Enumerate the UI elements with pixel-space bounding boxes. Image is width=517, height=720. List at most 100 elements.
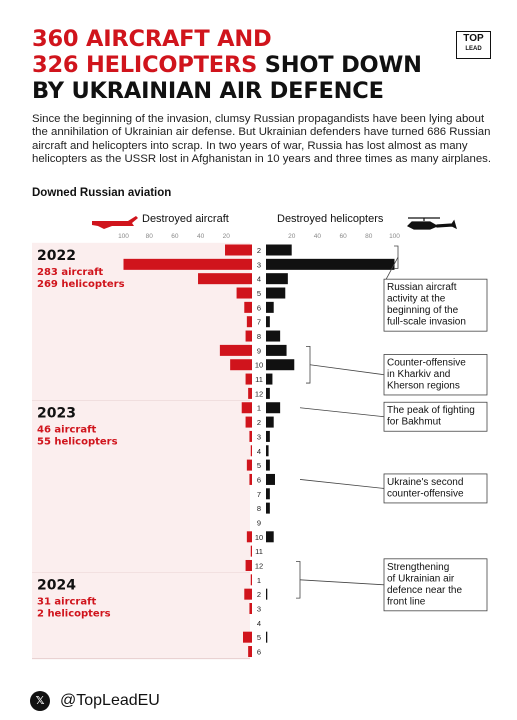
annotation-text: Kherson regions: [387, 380, 460, 391]
aircraft-bar: [244, 301, 252, 313]
aircraft-bar: [225, 244, 252, 256]
annotation-leader: [309, 364, 385, 376]
month-label: 9: [257, 346, 261, 355]
month-label: 3: [257, 432, 261, 441]
month-label: 11: [255, 375, 263, 384]
headline-red-2: 326 HELICOPTERS: [32, 52, 258, 78]
year-aircraft-total: 31 aircraft: [37, 597, 96, 608]
right-tick-label: 40: [314, 233, 322, 240]
headline-red-1: 360 AIRCRAFT AND: [32, 26, 272, 52]
month-label: 7: [257, 490, 261, 499]
helicopter-bar: [266, 244, 292, 256]
x-icon[interactable]: 𝕏: [30, 691, 50, 711]
annotation-box: [383, 401, 488, 432]
month-label: 5: [257, 289, 261, 298]
month-label: 6: [257, 303, 261, 312]
helicopter-bar: [266, 502, 270, 514]
helicopter-icon: [406, 217, 457, 230]
annotation-text: of Ukrainian air: [387, 573, 455, 584]
aircraft-bar: [123, 258, 252, 270]
month-label: 6: [257, 648, 261, 657]
annotation-leader: [299, 579, 385, 586]
aircraft-bar: [250, 574, 252, 586]
annotation-bracket: [296, 561, 301, 599]
helicopter-bar: [266, 416, 274, 428]
aircraft-bar: [236, 287, 252, 299]
month-label: 8: [257, 332, 261, 341]
helicopter-bar: [266, 273, 288, 285]
annotation-leader: [299, 407, 385, 418]
annotation-box: [383, 473, 488, 504]
left-tick-label: 80: [146, 233, 154, 240]
right-tick-label: 20: [288, 233, 296, 240]
month-label: 12: [255, 561, 263, 570]
month-label: 5: [257, 633, 261, 642]
headline-black-2: BY UKRAINIAN AIR DEFENCE: [32, 78, 384, 104]
annotation-text: for Bakhmut: [387, 417, 441, 428]
helicopter-bar: [266, 301, 274, 313]
annotation-box: [383, 278, 488, 332]
aircraft-bar: [245, 559, 252, 571]
helicopter-bar: [266, 445, 269, 457]
month-label: 9: [257, 518, 261, 527]
aircraft-bar: [248, 646, 252, 658]
headline: 360 AIRCRAFT AND 326 HELICOPTERS SHOT DO…: [32, 26, 452, 104]
helicopter-bar: [266, 344, 287, 356]
month-label: 5: [257, 461, 261, 470]
year-aircraft-total: 283 aircraft: [37, 267, 103, 278]
helicopter-bar: [266, 588, 268, 600]
helicopter-bar: [266, 359, 295, 371]
annotation-text: Russian aircraft: [387, 282, 457, 293]
aircraft-bar: [198, 273, 252, 285]
annotation-text: full-scale invasion: [387, 317, 466, 328]
helicopter-bar: [266, 430, 270, 442]
annotation-box: [383, 558, 488, 612]
year-band: [32, 572, 250, 659]
year-label: 2022: [37, 248, 76, 264]
aircraft-icon: [92, 216, 138, 229]
month-label: 4: [257, 275, 261, 284]
aircraft-bar: [250, 445, 252, 457]
helicopter-bar: [266, 631, 268, 643]
month-label: 12: [255, 389, 263, 398]
month-label: 4: [257, 619, 261, 628]
aircraft-bar: [249, 430, 252, 442]
month-label: 1: [257, 404, 261, 413]
aircraft-bar: [230, 359, 252, 371]
right-tick-label: 100: [389, 233, 400, 240]
left-tick-label: 40: [197, 233, 205, 240]
year-label: 2023: [37, 406, 76, 422]
month-label: 10: [255, 361, 263, 370]
aircraft-bar: [241, 402, 252, 414]
annotation-text: defence near the: [387, 585, 462, 596]
year-helicopter-total: 269 helicopters: [37, 279, 125, 290]
helicopter-bar: [266, 373, 273, 385]
month-label: 7: [257, 318, 261, 327]
annotation-box: [383, 354, 488, 396]
month-label: 6: [257, 475, 261, 484]
annotation-leader: [299, 479, 385, 489]
aircraft-bar: [246, 316, 252, 328]
left-tick-label: 100: [118, 233, 129, 240]
helicopter-bar: [266, 387, 270, 399]
month-label: 3: [257, 260, 261, 269]
aircraft-bar: [249, 473, 252, 485]
helicopter-bar: [266, 258, 395, 270]
helicopter-bar: [266, 531, 274, 543]
month-label: 2: [257, 246, 261, 255]
annotation-text: counter-offensive: [387, 488, 464, 499]
helicopter-bar: [266, 287, 286, 299]
helicopter-bar: [266, 473, 275, 485]
month-label: 2: [257, 590, 261, 599]
annotation-text: activity at the: [387, 294, 446, 305]
logo-line-2: LEAD: [465, 46, 482, 52]
month-label: 2: [257, 418, 261, 427]
aircraft-bar: [245, 416, 252, 428]
twitter-handle[interactable]: @TopLeadEU: [60, 692, 160, 709]
helicopter-bar: [266, 488, 270, 500]
annotation-text: Ukraine's second: [387, 477, 463, 488]
logo-line-1: TOP: [463, 33, 484, 44]
aircraft-bar: [249, 603, 252, 614]
aircraft-bar: [219, 344, 252, 356]
month-label: 4: [257, 447, 261, 456]
